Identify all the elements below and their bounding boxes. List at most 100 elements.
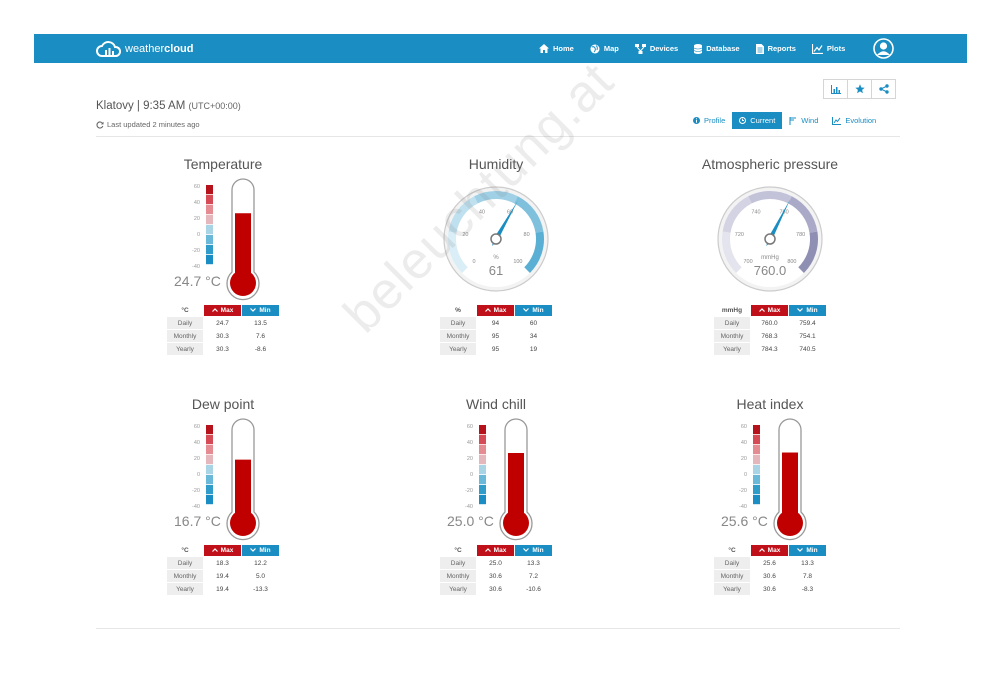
scale-band bbox=[753, 445, 760, 455]
scale-tick-label: -20 bbox=[192, 248, 200, 254]
nav-devices[interactable]: Devices bbox=[634, 43, 678, 54]
thermometer-gauge: 60 40 20 0 -20 -40 bbox=[465, 418, 533, 541]
gauge-tick-label: 0 bbox=[473, 259, 476, 265]
gauge-tick-label: 20 bbox=[462, 232, 468, 238]
scale-band bbox=[479, 425, 486, 435]
min-value: -10.6 bbox=[515, 583, 552, 595]
min-header: Min bbox=[515, 545, 552, 556]
scale-tick-label: 0 bbox=[197, 232, 200, 238]
min-value: 754.1 bbox=[789, 330, 826, 342]
scale-band bbox=[753, 435, 760, 445]
row-label: Daily bbox=[714, 317, 750, 329]
max-value: 760.0 bbox=[751, 317, 788, 329]
min-header: Min bbox=[515, 305, 552, 316]
scale-band bbox=[753, 425, 760, 435]
row-label: Yearly bbox=[440, 583, 476, 595]
info-icon bbox=[693, 117, 700, 124]
nav-reports[interactable]: Reports bbox=[755, 43, 796, 54]
mercury-bulb bbox=[230, 270, 256, 296]
panel-title: Humidity bbox=[468, 156, 524, 172]
divider bbox=[96, 136, 900, 137]
min-value: 13.3 bbox=[515, 557, 552, 569]
scale-tick-label: -40 bbox=[192, 264, 200, 270]
brand-logo[interactable]: weathercloud bbox=[96, 38, 193, 60]
row-label: Daily bbox=[714, 557, 750, 569]
min-value: 7.2 bbox=[515, 570, 552, 582]
cloud-logo-icon bbox=[96, 41, 122, 57]
scale-band bbox=[206, 245, 213, 255]
chevron-up-icon bbox=[211, 548, 218, 553]
divider bbox=[96, 628, 900, 629]
stats-row: Daily 25.6 13.3 bbox=[714, 557, 826, 569]
unit-header: °C bbox=[440, 545, 476, 556]
row-label: Yearly bbox=[440, 343, 476, 355]
unit-header: °C bbox=[167, 305, 203, 316]
nav-home[interactable]: Home bbox=[539, 44, 574, 53]
gauge-tick-label: 40 bbox=[479, 209, 485, 215]
nav-map[interactable]: Map bbox=[590, 44, 619, 54]
chevron-up-icon bbox=[758, 548, 765, 553]
scale-band bbox=[206, 425, 213, 435]
scale-tick-label: 60 bbox=[194, 184, 200, 190]
stats-row: Daily 25.0 13.3 bbox=[440, 557, 552, 569]
scale-band bbox=[206, 235, 213, 245]
gauge-unit-label: % bbox=[493, 255, 499, 261]
gauge-tick-label: 80 bbox=[524, 232, 530, 238]
max-value: 19.4 bbox=[204, 583, 241, 595]
favorite-button[interactable] bbox=[847, 79, 872, 99]
min-value: -8.6 bbox=[242, 343, 279, 355]
database-icon bbox=[694, 43, 703, 54]
panel-title: Dew point bbox=[191, 396, 255, 412]
nav-database[interactable]: Database bbox=[694, 43, 740, 54]
share-button[interactable] bbox=[871, 79, 896, 99]
max-value: 19.4 bbox=[204, 570, 241, 582]
tab-profile[interactable]: Profile bbox=[686, 112, 732, 129]
brand-name: weathercloud bbox=[125, 43, 194, 55]
max-header: Max bbox=[477, 545, 514, 556]
nav-plots[interactable]: Plots bbox=[811, 43, 845, 54]
scale-tick-label: 40 bbox=[194, 440, 200, 446]
scale-tick-label: 60 bbox=[741, 424, 747, 430]
chevron-down-icon bbox=[250, 308, 257, 313]
wind-chill-panel: Wind chill 60 40 20 0 -20 -40 25.0 °C °C Max Min Da… bbox=[361, 396, 631, 616]
stats-row: Monthly 95 34 bbox=[440, 330, 552, 342]
row-label: Monthly bbox=[167, 570, 203, 582]
unit-header: % bbox=[440, 305, 476, 316]
stats-row: Monthly 30.6 7.8 bbox=[714, 570, 826, 582]
tab-evolution[interactable]: Evolution bbox=[825, 112, 883, 129]
chevron-up-icon bbox=[484, 548, 491, 553]
min-value: -8.3 bbox=[789, 583, 826, 595]
max-value: 30.3 bbox=[204, 330, 241, 342]
min-header: Min bbox=[789, 545, 826, 556]
max-header: Max bbox=[477, 305, 514, 316]
row-label: Yearly bbox=[167, 343, 203, 355]
max-value: 18.3 bbox=[204, 557, 241, 569]
min-header: Min bbox=[242, 545, 279, 556]
gauge-band bbox=[474, 191, 518, 204]
last-updated: Last updated 2 minutes ago bbox=[96, 120, 200, 129]
timezone-label: (UTC+00:00) bbox=[188, 101, 241, 111]
max-header: Max bbox=[751, 545, 788, 556]
stats-row: Yearly 30.3 -8.6 bbox=[167, 343, 279, 355]
user-avatar-icon[interactable] bbox=[873, 38, 894, 59]
panel-title: Temperature bbox=[183, 156, 263, 172]
gauge-band bbox=[448, 231, 468, 273]
panel-title: Heat index bbox=[736, 396, 804, 412]
stats-button[interactable] bbox=[823, 79, 848, 99]
scale-band bbox=[206, 475, 213, 485]
scale-tick-label: -40 bbox=[192, 504, 200, 510]
tab-current[interactable]: Current bbox=[732, 112, 783, 129]
gauge-hub bbox=[764, 233, 776, 245]
max-value: 768.3 bbox=[751, 330, 788, 342]
row-label: Monthly bbox=[440, 570, 476, 582]
current-value: 760.0 bbox=[754, 263, 787, 278]
current-value: 25.0 °C bbox=[447, 513, 494, 529]
stats-row: Yearly 784.3 740.5 bbox=[714, 343, 826, 355]
tab-wind[interactable]: Wind bbox=[782, 112, 825, 129]
scale-tick-label: 20 bbox=[194, 216, 200, 222]
scale-band bbox=[206, 205, 213, 215]
max-value: 25.0 bbox=[477, 557, 514, 569]
row-label: Yearly bbox=[714, 343, 750, 355]
stats-header-row: °C Max Min bbox=[440, 545, 552, 556]
scale-band bbox=[206, 185, 213, 195]
